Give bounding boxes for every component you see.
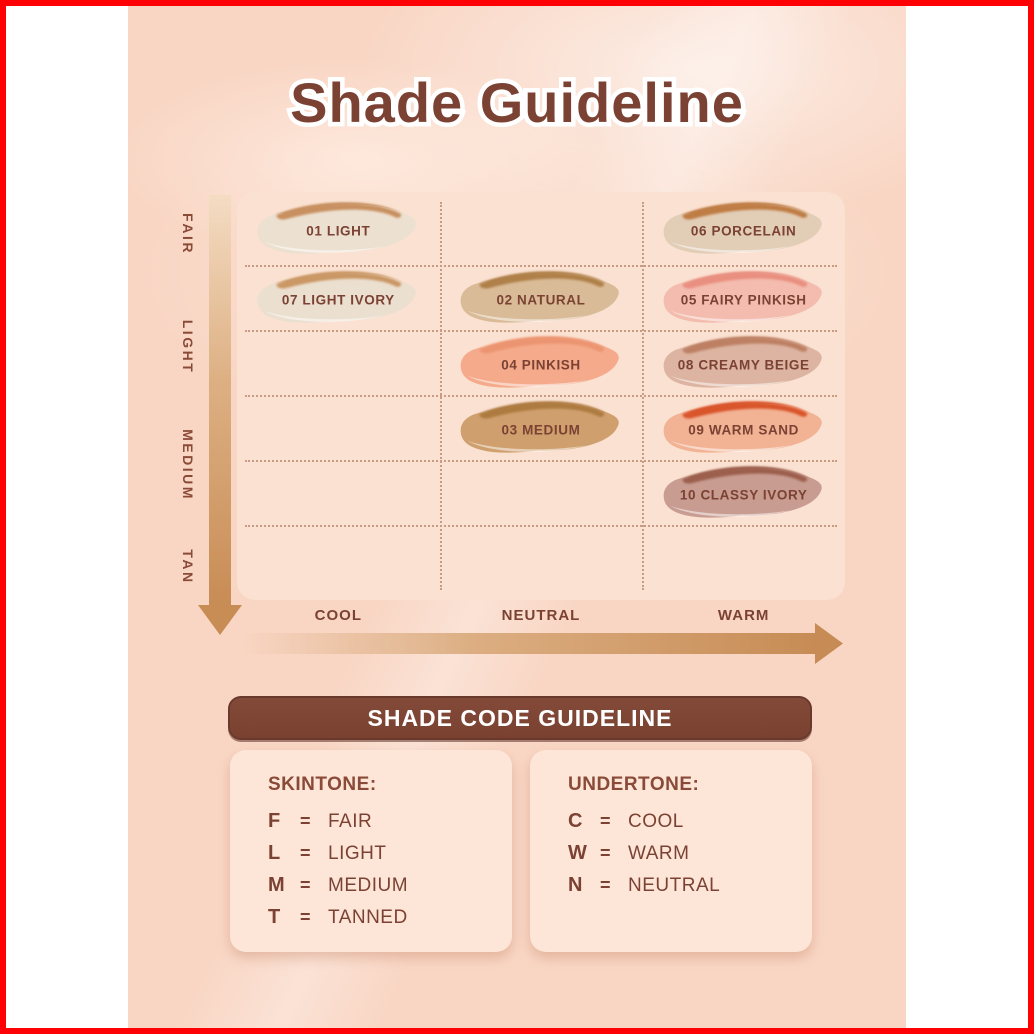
axis-label-fair: FAIR [180, 213, 196, 255]
page-title-outline: Shade Guideline [286, 67, 748, 139]
legend-code: L [268, 842, 281, 864]
shade-swatch: 04 PINKISH [449, 334, 633, 392]
makeup-smear-icon [663, 201, 822, 254]
makeup-smear-icon [663, 335, 822, 388]
skintone-legend-box: SKINTONE: F = FAIR L = LIGHT M = MEDIUM … [230, 750, 512, 952]
legend-value: TANNED [328, 907, 408, 928]
shade-code-banner: SHADE CODE GUIDELINE [228, 696, 812, 740]
equals-sign: = [600, 875, 611, 895]
shade-guideline-poster: Shade Guideline Shade Guideline FAIR LIG… [128, 6, 906, 1028]
makeup-smear-icon [460, 335, 619, 388]
shade-label: 05 FAIRY PINKISH [680, 292, 807, 308]
shade-code-banner-title: SHADE CODE GUIDELINE [367, 704, 673, 731]
shade-swatch: 01 LIGHT [246, 200, 430, 258]
makeup-smear-icon [460, 400, 619, 453]
shade-swatch: 06 PORCELAIN [652, 200, 836, 258]
arrow-down-icon [198, 605, 242, 635]
legend-value: COOL [628, 811, 684, 832]
axis-label-tan: TAN [180, 549, 196, 585]
shade-label: 04 PINKISH [501, 357, 581, 373]
equals-sign: = [300, 875, 311, 895]
equals-sign: = [300, 907, 311, 927]
undertone-gradient-arrow [240, 633, 817, 654]
axis-label-cool: COOL [314, 607, 362, 624]
skintone-legend-title: SKINTONE: [268, 774, 377, 795]
legend-row: L = LIGHT [268, 842, 512, 874]
legend-value: NEUTRAL [628, 875, 721, 896]
legend-code: N [568, 874, 583, 896]
axis-label-light: LIGHT [180, 319, 196, 375]
makeup-smear-icon [257, 270, 417, 323]
legend-row: M = MEDIUM [268, 874, 512, 906]
makeup-smear-icon [460, 270, 619, 323]
skintone-gradient-arrow [209, 195, 231, 607]
shade-swatch: 09 WARM SAND [652, 399, 836, 457]
shade-matrix-panel: 01 LIGHT 06 PORCELAIN 07 LIGHT IVORY 02 … [237, 192, 845, 600]
shade-swatch: 02 NATURAL [449, 269, 633, 327]
page-title-text: Shade Guideline [290, 71, 744, 134]
axis-label-warm: WARM [717, 607, 770, 624]
page-title: Shade Guideline Shade Guideline [128, 67, 906, 142]
undertone-legend-title: UNDERTONE: [568, 774, 700, 795]
undertone-axis: COOL NEUTRAL WARM [237, 607, 845, 629]
shade-label: 10 CLASSY IVORY [679, 487, 808, 503]
legend-value: LIGHT [328, 843, 387, 864]
shade-swatch: 10 CLASSY IVORY [652, 464, 836, 522]
makeup-smear-icon [663, 270, 822, 323]
legend-code: C [568, 810, 583, 832]
shade-label: 08 CREAMY BEIGE [677, 357, 810, 373]
arrow-right-icon [815, 623, 843, 664]
shade-swatch: 03 MEDIUM [449, 399, 633, 457]
legend-code: F [268, 810, 281, 832]
shade-label: 01 LIGHT [306, 223, 371, 239]
shade-label: 06 PORCELAIN [690, 223, 797, 239]
equals-sign: = [600, 843, 611, 863]
equals-sign: = [300, 811, 311, 831]
makeup-smear-icon [257, 201, 417, 254]
axis-label-neutral: NEUTRAL [501, 607, 581, 624]
legend-row: N = NEUTRAL [568, 874, 812, 906]
legend-code: M [268, 874, 285, 896]
legend-code: W [568, 842, 587, 864]
shade-swatch: 05 FAIRY PINKISH [652, 269, 836, 327]
legend-value: FAIR [328, 811, 373, 832]
legend-value: WARM [628, 843, 690, 864]
equals-sign: = [300, 843, 311, 863]
undertone-legend-box: UNDERTONE: C = COOL W = WARM N = NEUTRAL [530, 750, 812, 952]
makeup-smear-icon [663, 400, 822, 453]
shade-label: 09 WARM SAND [688, 422, 800, 438]
legend-row: C = COOL [568, 810, 812, 842]
shade-swatch: 07 LIGHT IVORY [246, 269, 430, 327]
legend-row: T = TANNED [268, 906, 512, 938]
shade-label: 02 NATURAL [496, 292, 586, 308]
legend-value: MEDIUM [328, 875, 409, 896]
legend-row: F = FAIR [268, 810, 512, 842]
equals-sign: = [600, 811, 611, 831]
shade-swatch: 08 CREAMY BEIGE [652, 334, 836, 392]
shade-label: 03 MEDIUM [501, 422, 581, 438]
legend-row: W = WARM [568, 842, 812, 874]
legend-code: T [268, 906, 281, 928]
axis-label-medium: MEDIUM [180, 429, 196, 501]
shade-grid: 01 LIGHT 06 PORCELAIN 07 LIGHT IVORY 02 … [237, 192, 845, 600]
makeup-smear-icon [663, 465, 822, 518]
shade-label: 07 LIGHT IVORY [281, 292, 395, 308]
